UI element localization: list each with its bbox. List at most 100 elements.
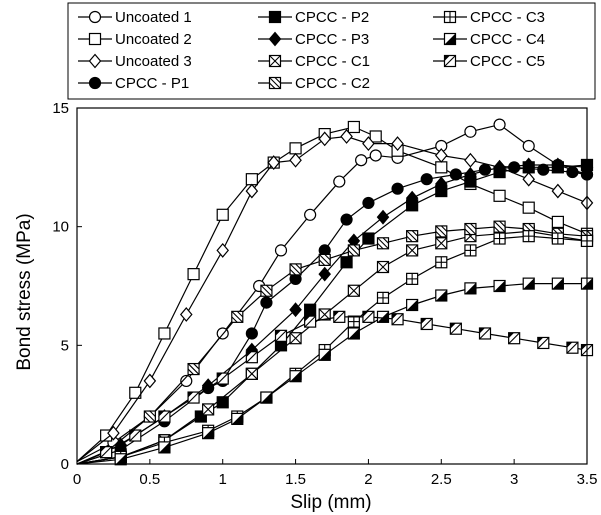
data-point: [347, 120, 360, 134]
x-tick-label: 1: [219, 471, 227, 488]
data-point: [347, 315, 360, 328]
data-point: [289, 370, 302, 383]
data-point: [260, 391, 273, 404]
data-point: [464, 152, 477, 168]
data-point: [274, 329, 288, 342]
data-point: [434, 148, 448, 163]
data-point: [202, 427, 215, 440]
legend-label: CPCC - C5: [470, 53, 545, 70]
data-point: [493, 279, 506, 293]
series-10: [76, 277, 594, 466]
data-point: [478, 327, 492, 340]
data-point: [333, 310, 346, 323]
data-point: [362, 136, 375, 152]
data-point: [202, 403, 215, 416]
data-point: [522, 157, 536, 173]
y-tick-label: 15: [52, 100, 69, 117]
legend-marker: [268, 10, 282, 24]
legend-label: CPCC - C3: [470, 9, 545, 26]
data-point: [551, 157, 565, 173]
x-tick-label: 0: [73, 471, 81, 488]
data-point: [318, 348, 331, 361]
series-layer: [76, 118, 594, 466]
data-point: [289, 302, 302, 318]
data-point: [129, 386, 142, 399]
series-2: [76, 120, 594, 463]
series-11: [76, 310, 594, 465]
data-point: [179, 307, 193, 322]
legend-item: CPCC - C1: [258, 53, 370, 70]
data-point: [289, 332, 302, 345]
data-point: [158, 441, 171, 454]
data-point: [245, 183, 259, 199]
legend-marker: [268, 31, 282, 47]
legend-marker: [268, 54, 282, 68]
legend-label: CPCC - C2: [295, 75, 370, 92]
data-point: [340, 129, 353, 144]
data-point: [435, 256, 448, 269]
data-point: [566, 341, 579, 354]
data-point: [318, 266, 332, 282]
data-point: [143, 373, 157, 389]
series-line: [76, 164, 588, 465]
data-point: [406, 272, 419, 285]
data-point: [493, 118, 506, 131]
x-tick-label: 2: [364, 471, 372, 488]
legend-marker: [88, 10, 102, 24]
legend-label: CPCC - C4: [470, 31, 545, 48]
x-tick-label: 2.5: [431, 471, 452, 488]
legend-marker: [88, 32, 102, 46]
data-point: [376, 209, 390, 225]
legend-marker: [88, 53, 102, 69]
data-point: [551, 232, 564, 245]
legend-marker: [88, 76, 102, 90]
data-point: [391, 182, 404, 195]
data-point: [376, 237, 390, 250]
data-point: [376, 310, 390, 323]
data-point: [508, 161, 521, 174]
data-point: [406, 244, 419, 257]
data-point: [362, 310, 375, 323]
data-point: [289, 142, 302, 155]
data-point: [180, 374, 193, 388]
series-1: [76, 118, 594, 463]
data-point: [347, 244, 360, 257]
data-point: [464, 244, 477, 257]
legend-label: CPCC - P3: [295, 31, 369, 48]
legend-item: Uncoated 3: [78, 53, 192, 70]
data-point: [304, 208, 317, 221]
data-point: [522, 139, 535, 153]
x-axis-title: Slip (mm): [290, 492, 371, 513]
data-point: [566, 165, 579, 179]
legend-item: CPCC - P3: [258, 31, 369, 48]
data-point: [551, 277, 564, 290]
data-point: [260, 284, 273, 297]
data-point: [362, 196, 375, 210]
data-point: [260, 296, 273, 309]
x-tick-label: 0.5: [139, 471, 160, 488]
data-point: [187, 391, 200, 404]
data-point: [405, 190, 419, 206]
data-point: [347, 284, 360, 297]
data-point: [508, 332, 521, 345]
data-point: [434, 176, 448, 192]
y-axis-title: Bond stress (MPa): [14, 213, 35, 370]
data-point: [158, 327, 171, 340]
data-point: [216, 396, 229, 409]
data-point: [420, 173, 433, 186]
legend-label: CPCC - C1: [295, 53, 370, 70]
legend-label: CPCC - P2: [295, 9, 369, 26]
legend: Uncoated 1 Uncoated 2 Uncoated 3 CPCC - P1 C…: [67, 2, 596, 100]
y-tick-label: 0: [61, 456, 69, 473]
data-point: [304, 303, 317, 316]
data-point: [216, 208, 229, 221]
data-point: [369, 149, 382, 162]
data-point: [464, 222, 477, 236]
data-point: [406, 230, 419, 243]
data-point: [267, 155, 281, 171]
data-point: [194, 410, 207, 423]
data-point: [522, 201, 535, 214]
data-point: [289, 263, 302, 276]
legend-label: CPCC - P1: [115, 75, 189, 92]
